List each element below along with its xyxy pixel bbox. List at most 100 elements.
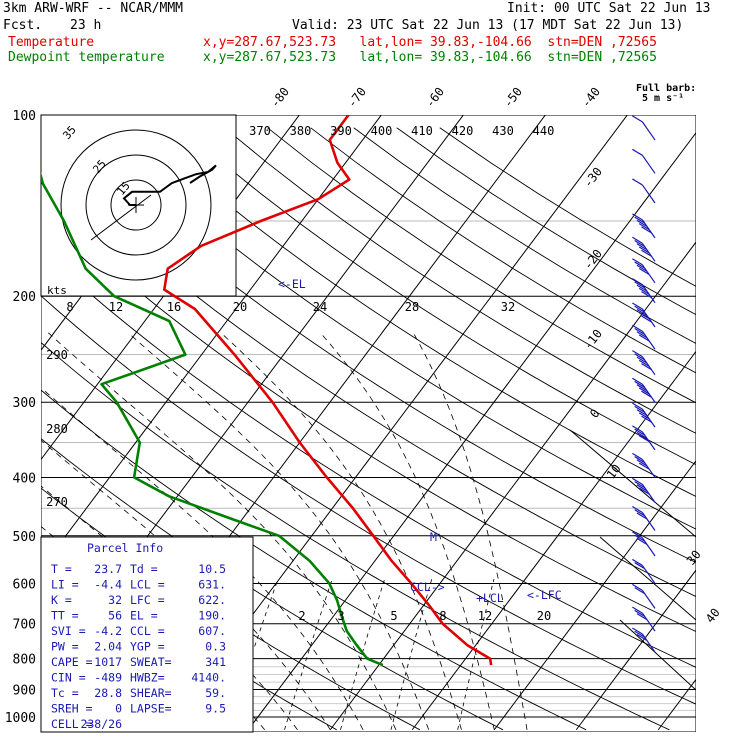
parcel-field-value: 28.8 (94, 686, 122, 700)
isotherm-label: 40 (703, 606, 723, 626)
parcel-field-label: PW = (51, 640, 79, 654)
dewpoint-legend-info: x,y=287.67,523.73 lat,lon= 39.83,-104.66… (203, 50, 657, 65)
parcel-field-label: TT = (51, 609, 79, 623)
barb-legend-line1: Full barb: (636, 83, 697, 94)
isotherm-label: -70 (345, 85, 369, 111)
mixing-ratio-label: 20 (537, 609, 551, 623)
theta-e-label: 24 (313, 300, 327, 314)
pressure-label: 1000 (5, 711, 36, 726)
isotherm-line (41, 115, 300, 461)
theta-label: 420 (452, 124, 474, 138)
parcel-field-label: CAPE = (51, 655, 93, 669)
moist-adiabat-line (320, 332, 495, 730)
parcel-field-label: HWBZ= (130, 671, 165, 685)
hodograph-frame (40, 114, 237, 297)
moist-adiabat-line (220, 332, 462, 730)
theta-label: 440 (533, 124, 555, 138)
dry-adiabat-line (41, 295, 696, 705)
hodograph-storm-line (90, 194, 152, 241)
profile-temperature (163, 115, 493, 666)
parcel-field-value: 4140. (191, 671, 226, 685)
theta-label: 410 (411, 124, 433, 138)
hodograph-units-label: kts (47, 284, 67, 297)
mixing-ratio-label: 3 (337, 609, 344, 623)
wind-barb (632, 278, 656, 304)
isotherm-line (575, 569, 696, 731)
parcel-field-label: LI = (51, 578, 79, 592)
frame-line (619, 619, 696, 691)
dry-adiabat-line (52, 127, 696, 563)
wind-barb (632, 178, 656, 204)
parcel-field-value: 341 (205, 655, 226, 669)
frame-line (569, 429, 696, 538)
wind-barb (632, 606, 656, 632)
isotherm-label: -60 (423, 85, 447, 111)
mixing-ratio-line (284, 578, 333, 730)
wind-barb (632, 115, 656, 141)
parcel-field-label: K = (51, 593, 72, 607)
dry-adiabat-label: 280 (46, 422, 68, 436)
theta-e-label: 8 (66, 300, 73, 314)
lcl-marker: +LCL (476, 591, 504, 605)
mixing-ratio-line (390, 578, 433, 730)
parcel-field-label: SREH = (51, 702, 93, 716)
parcel-field-value: 622. (198, 593, 226, 607)
pressure-label: 400 (13, 471, 36, 486)
dry-adiabat-line (95, 127, 696, 530)
mixing-ratio-label: 5 (390, 609, 397, 623)
frame-line (599, 536, 696, 621)
moist-adiabat-line (127, 332, 430, 730)
parcel-field-value: 1017 (94, 655, 122, 669)
temperature-legend-info: x,y=287.67,523.73 lat,lon= 39.83,-104.66… (203, 35, 657, 50)
barb-legend-line2: 5 m s⁻¹ (642, 93, 685, 104)
theta-label: 370 (249, 124, 271, 138)
model-title: 3km ARW-WRF -- NCAR/MMM (3, 1, 184, 16)
parcel-field-value: 23.7 (94, 562, 122, 576)
temperature-legend-label: Temperature (8, 35, 95, 50)
parcel-field-value: 59. (205, 686, 226, 700)
dry-adiabat-line (41, 249, 696, 668)
parcel-info-title: Parcel Info (87, 541, 163, 555)
forecast-label: Fcst. (3, 18, 43, 33)
pressure-label: 200 (13, 290, 36, 305)
parcel-field-label: CIN = (51, 671, 86, 685)
lfc-marker: <-LFC (527, 588, 562, 602)
dry-adiabat-line (181, 127, 696, 466)
ccl-marker: CCL-> (410, 580, 445, 594)
dry-adiabat-line (138, 127, 696, 498)
wind-barb (632, 477, 656, 503)
theta-label: 400 (371, 124, 393, 138)
isotherm-line (41, 115, 382, 570)
forecast-hour: 23 h (70, 18, 102, 33)
pressure-label: 500 (13, 530, 36, 545)
pressure-label: 300 (13, 396, 36, 411)
hodograph-ring (110, 179, 162, 231)
init-time: Init: 00 UTC Sat 22 Jun 13 (507, 1, 711, 16)
mixing-ratio-line (340, 578, 385, 730)
theta-e-label: 28 (405, 300, 419, 314)
isotherm-line (493, 459, 696, 731)
dry-adiabat-label: 270 (46, 495, 68, 509)
isotherm-line (411, 350, 696, 731)
wind-barb (632, 627, 656, 653)
valid-time: Valid: 23 UTC Sat 22 Jun 13 (17 MDT Sat … (292, 18, 684, 33)
moist-adiabat-line (412, 332, 528, 730)
pressure-label: 900 (13, 683, 36, 698)
dry-adiabat-line (310, 127, 696, 374)
isotherm-label: -50 (501, 85, 525, 111)
parcel-field-label: Td = (130, 562, 158, 576)
parcel-field-value: -4.2 (94, 624, 122, 638)
profiles (41, 115, 493, 667)
parcel-field-label: LCL = (130, 578, 165, 592)
parcel-field-value: 238/26 (80, 717, 122, 731)
wind-barb (632, 350, 656, 376)
theta-e-label: 12 (109, 300, 123, 314)
wind-barb (632, 236, 656, 262)
parcel-field-label: EL = (130, 609, 158, 623)
parcel-field-value: 56 (108, 609, 122, 623)
wind-barb (632, 258, 656, 284)
parcel-field-label: LAPSE= (130, 702, 172, 716)
mixing-ratio-label: 12 (478, 609, 492, 623)
wind-barb (632, 583, 656, 609)
